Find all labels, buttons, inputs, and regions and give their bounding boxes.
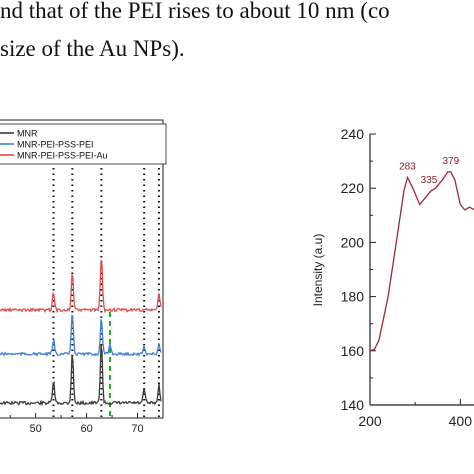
y-axis-label: Intensity (a.u) <box>311 234 325 307</box>
xrd-chart: 50 60 70 MNRMNR-PEI-PSS-PEIMNR-PEI-PSS-PEI-… <box>0 119 167 435</box>
peak-label: 335 <box>421 175 438 186</box>
peak-label: 379 <box>442 156 459 167</box>
y-tick-label: 160 <box>341 343 365 359</box>
legend-label: MNR-PEI-PSS-PEI-Au <box>17 151 108 161</box>
plot-frame <box>0 119 164 419</box>
spectrum-line <box>369 171 474 352</box>
trace-mnr <box>0 345 162 407</box>
y-tick-label: 180 <box>341 289 365 305</box>
x-tick-label: 50 <box>30 423 42 435</box>
trace-mnr-pei-pss-pei <box>0 314 162 357</box>
peak-label: 283 <box>399 161 416 172</box>
intensity-chart: 140 160 180 200 220 240 200 400 Intensity (a.u) 2… <box>311 126 474 429</box>
x-tick-label: 60 <box>80 423 92 435</box>
paragraph-line-2: size of the Au NPs). <box>0 36 185 61</box>
y-tick-label: 200 <box>341 234 365 250</box>
paragraph-line-1: nd that of the PEI rises to about 10 nm … <box>0 0 390 23</box>
x-tick-label: 200 <box>358 413 382 429</box>
legend-label: MNR-PEI-PSS-PEI <box>17 140 94 150</box>
legend-label: MNR <box>17 129 38 139</box>
x-tick-label: 400 <box>449 413 473 429</box>
y-tick-label: 240 <box>341 126 365 142</box>
x-tick-label: 70 <box>131 423 143 435</box>
legend-box <box>0 123 167 165</box>
y-tick-label: 220 <box>341 180 365 196</box>
trace-mnr-pei-pss-pei-au <box>0 259 162 314</box>
y-tick-label: 140 <box>341 397 365 413</box>
